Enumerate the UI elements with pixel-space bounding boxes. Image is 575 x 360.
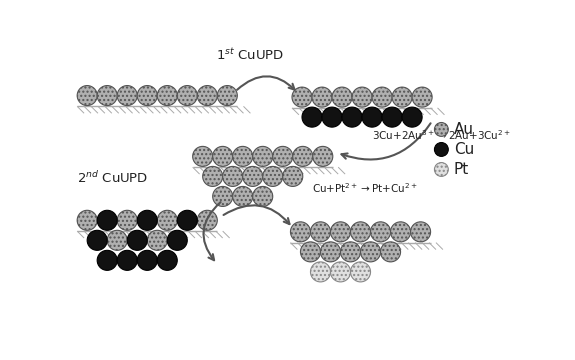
Ellipse shape: [77, 210, 97, 230]
Ellipse shape: [293, 147, 313, 166]
Text: Au: Au: [454, 122, 474, 137]
Ellipse shape: [233, 147, 253, 166]
Ellipse shape: [117, 86, 137, 105]
Ellipse shape: [223, 166, 243, 186]
Ellipse shape: [263, 166, 283, 186]
Ellipse shape: [283, 166, 303, 186]
Ellipse shape: [117, 250, 137, 270]
Ellipse shape: [77, 86, 97, 105]
Text: Pt: Pt: [454, 162, 469, 177]
Ellipse shape: [137, 210, 157, 230]
Ellipse shape: [213, 147, 233, 166]
Ellipse shape: [243, 166, 263, 186]
Ellipse shape: [332, 87, 352, 107]
Ellipse shape: [382, 107, 402, 127]
Ellipse shape: [402, 107, 422, 127]
Ellipse shape: [342, 107, 362, 127]
Ellipse shape: [193, 147, 213, 166]
Ellipse shape: [117, 210, 137, 230]
Ellipse shape: [147, 230, 167, 250]
Ellipse shape: [197, 86, 217, 105]
Text: 2$^{nd}$ CuUPD: 2$^{nd}$ CuUPD: [77, 170, 148, 186]
Ellipse shape: [435, 163, 448, 176]
Ellipse shape: [301, 242, 320, 262]
Ellipse shape: [233, 186, 253, 206]
Ellipse shape: [435, 143, 448, 156]
Ellipse shape: [320, 242, 340, 262]
Ellipse shape: [137, 250, 157, 270]
Ellipse shape: [157, 86, 177, 105]
Text: Cu: Cu: [454, 142, 474, 157]
Ellipse shape: [217, 86, 237, 105]
Ellipse shape: [310, 262, 331, 282]
Text: 3Cu+2Au$^{3+}$$\rightarrow$2Au+3Cu$^{2+}$: 3Cu+2Au$^{3+}$$\rightarrow$2Au+3Cu$^{2+}…: [372, 129, 511, 143]
Ellipse shape: [352, 87, 372, 107]
Ellipse shape: [97, 250, 117, 270]
Ellipse shape: [435, 122, 448, 136]
Ellipse shape: [157, 210, 177, 230]
Ellipse shape: [290, 222, 310, 242]
Ellipse shape: [370, 222, 390, 242]
Ellipse shape: [127, 230, 147, 250]
Ellipse shape: [340, 242, 361, 262]
Ellipse shape: [313, 147, 333, 166]
Ellipse shape: [351, 222, 370, 242]
Ellipse shape: [202, 166, 223, 186]
Ellipse shape: [292, 87, 312, 107]
Text: 1$^{st}$ CuUPD: 1$^{st}$ CuUPD: [216, 47, 285, 63]
Ellipse shape: [273, 147, 293, 166]
Ellipse shape: [107, 230, 127, 250]
Ellipse shape: [351, 262, 370, 282]
Ellipse shape: [253, 147, 273, 166]
Ellipse shape: [87, 230, 107, 250]
Ellipse shape: [392, 87, 412, 107]
Ellipse shape: [312, 87, 332, 107]
Ellipse shape: [157, 250, 177, 270]
Ellipse shape: [411, 222, 431, 242]
Ellipse shape: [331, 222, 351, 242]
Ellipse shape: [331, 262, 351, 282]
Ellipse shape: [97, 210, 117, 230]
Ellipse shape: [362, 107, 382, 127]
Ellipse shape: [97, 86, 117, 105]
Ellipse shape: [361, 242, 381, 262]
Ellipse shape: [372, 87, 392, 107]
Ellipse shape: [167, 230, 187, 250]
Ellipse shape: [177, 86, 197, 105]
Ellipse shape: [302, 107, 322, 127]
Ellipse shape: [322, 107, 342, 127]
Ellipse shape: [177, 210, 197, 230]
Ellipse shape: [137, 86, 157, 105]
Ellipse shape: [390, 222, 411, 242]
Ellipse shape: [253, 186, 273, 206]
Ellipse shape: [197, 210, 217, 230]
Ellipse shape: [381, 242, 401, 262]
Ellipse shape: [412, 87, 432, 107]
Ellipse shape: [310, 222, 331, 242]
Ellipse shape: [213, 186, 233, 206]
Text: Cu+Pt$^{2+}$$\rightarrow$Pt+Cu$^{2+}$: Cu+Pt$^{2+}$$\rightarrow$Pt+Cu$^{2+}$: [312, 181, 418, 195]
